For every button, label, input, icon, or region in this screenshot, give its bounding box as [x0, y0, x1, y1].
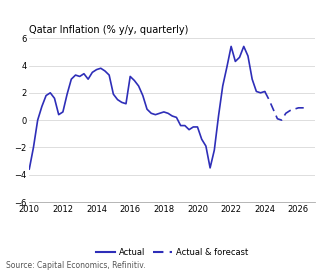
Legend: Actual, Actual & forecast: Actual, Actual & forecast	[93, 244, 252, 260]
Text: Source: Capital Economics, Refinitiv.: Source: Capital Economics, Refinitiv.	[6, 261, 146, 270]
Text: Qatar Inflation (% y/y, quarterly): Qatar Inflation (% y/y, quarterly)	[29, 25, 188, 35]
